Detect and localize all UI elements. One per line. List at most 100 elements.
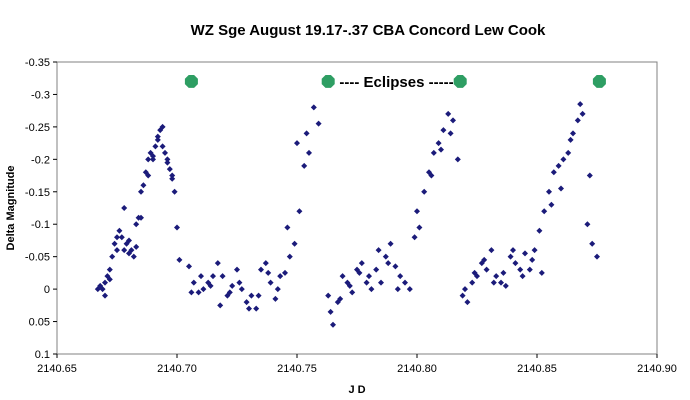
data-point [510, 247, 516, 254]
data-point [469, 279, 476, 286]
data-point [555, 162, 562, 169]
data-point [111, 240, 118, 247]
y-tick-label: -0.15 [25, 187, 50, 199]
data-point [373, 266, 380, 273]
data-point [363, 279, 370, 286]
data-point [574, 117, 581, 124]
data-point [541, 208, 548, 215]
data-point [169, 175, 176, 182]
data-point [464, 299, 471, 306]
data-point [169, 172, 176, 179]
data-point [186, 263, 192, 270]
data-point [481, 256, 488, 263]
data-point [286, 253, 293, 260]
data-point [217, 302, 224, 309]
data-point [159, 143, 166, 150]
eclipse-marker [184, 75, 198, 88]
data-point [366, 273, 372, 280]
data-point [154, 133, 161, 140]
data-point [226, 289, 233, 296]
data-point [522, 250, 528, 257]
data-point [498, 279, 504, 286]
data-point [188, 289, 195, 296]
data-point [454, 156, 461, 163]
y-tick-label: 0 [44, 284, 50, 296]
data-point [315, 120, 322, 127]
data-point [536, 227, 543, 234]
data-point [116, 227, 123, 234]
data-point [428, 172, 435, 179]
data-point [152, 143, 159, 150]
data-point [450, 117, 456, 124]
data-point [589, 240, 596, 247]
x-tick-label: 2140.90 [637, 363, 677, 375]
y-axis-title: Delta Magnitude [5, 166, 17, 251]
plot-area [56, 61, 658, 355]
data-point [356, 269, 363, 276]
data-point [529, 256, 536, 263]
data-point [548, 201, 555, 208]
data-point [274, 286, 281, 293]
data-point [507, 253, 514, 260]
data-point [358, 260, 365, 267]
data-point [438, 146, 444, 153]
data-point [579, 110, 586, 117]
x-tick-label: 2140.65 [37, 363, 77, 375]
data-point [493, 273, 500, 280]
data-point [435, 140, 442, 147]
data-point [500, 269, 507, 276]
data-point [337, 295, 344, 302]
data-point [121, 247, 128, 254]
data-point [150, 156, 156, 163]
data-point [512, 260, 519, 267]
data-point [382, 253, 389, 260]
data-point [198, 273, 204, 280]
data-point [164, 159, 171, 166]
data-point [219, 273, 226, 280]
data-point [291, 240, 298, 247]
data-point [560, 156, 567, 163]
data-points [94, 101, 600, 328]
data-point [246, 305, 252, 312]
y-tick-label: -0.1 [31, 219, 50, 231]
data-point [176, 256, 183, 263]
data-point [166, 166, 173, 173]
data-point [282, 269, 288, 276]
data-point [159, 123, 166, 130]
data-point [164, 156, 171, 163]
data-point [397, 273, 404, 280]
data-point [421, 188, 428, 195]
axis-ticks: -0.35 -0.3 -0.25 -0.2 -0.15 -0.1 -0.05 0 0.05 0.1… [25, 57, 677, 375]
y-tick-label: 0.1 [35, 349, 50, 361]
data-point [483, 266, 490, 273]
data-point [294, 140, 300, 147]
data-point [411, 234, 418, 241]
data-point [349, 289, 356, 296]
data-point [394, 286, 401, 293]
data-point [296, 208, 303, 215]
data-point [130, 253, 137, 260]
data-point [255, 292, 262, 299]
eclipse-markers [184, 75, 606, 88]
data-point [538, 269, 545, 276]
data-point [416, 224, 423, 231]
data-point [594, 253, 600, 260]
data-point [378, 279, 384, 286]
data-point [368, 286, 375, 293]
data-point [385, 260, 392, 267]
data-point [272, 295, 279, 302]
data-point [462, 286, 468, 293]
data-point [133, 243, 140, 250]
data-point [586, 172, 593, 179]
data-point [392, 263, 399, 270]
data-point [133, 221, 140, 228]
data-point [459, 292, 466, 299]
data-point [145, 156, 152, 163]
data-point [229, 282, 236, 289]
y-tick-label: 0.05 [29, 317, 50, 329]
data-point [339, 273, 346, 280]
x-tick-label: 2140.70 [157, 363, 197, 375]
data-point [567, 136, 574, 143]
